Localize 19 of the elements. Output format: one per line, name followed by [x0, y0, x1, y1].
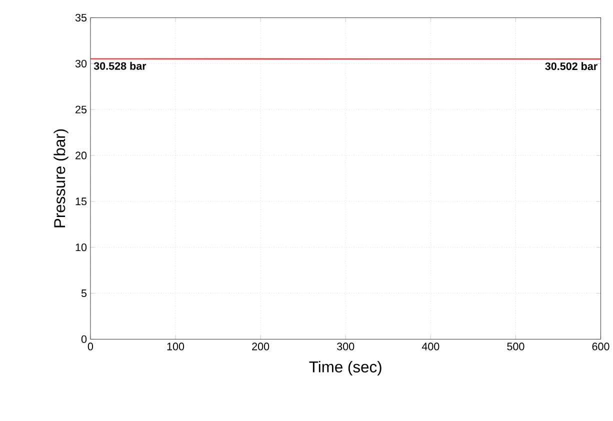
- y-tick-label: 30: [75, 60, 87, 68]
- x-tick-label: 300: [337, 342, 354, 350]
- y-tick-label: 10: [76, 244, 87, 252]
- y-tick-label: 25: [76, 106, 87, 114]
- annotation: 30.502 bar: [545, 62, 598, 70]
- x-tick-label: 400: [422, 342, 440, 350]
- y-tick-label: 0: [81, 335, 87, 344]
- y-tick-label: 15: [76, 198, 87, 206]
- x-tick-label: 500: [507, 342, 524, 350]
- y-axis-title: Pressure (bar): [54, 129, 68, 228]
- y-tick-label: 5: [81, 290, 87, 298]
- annotation: 30.528 bar: [94, 62, 146, 70]
- x-tick-label: 0: [88, 342, 94, 350]
- x-tick-label: 200: [252, 342, 270, 350]
- x-tick-label: 600: [592, 342, 610, 350]
- x-tick-label: 100: [167, 342, 184, 350]
- x-axis-title: Time (sec): [309, 361, 382, 376]
- y-tick-label: 20: [76, 152, 87, 160]
- y-tick-label: 35: [75, 14, 87, 22]
